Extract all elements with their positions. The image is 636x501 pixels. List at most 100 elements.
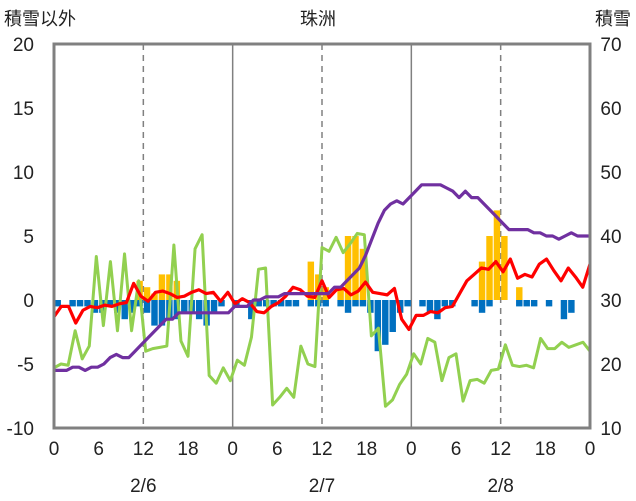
right-axis-label: 積雪 xyxy=(595,9,631,30)
bar xyxy=(143,287,151,300)
bar xyxy=(516,300,523,307)
bar xyxy=(389,300,396,332)
bar xyxy=(493,210,501,300)
bar xyxy=(114,300,121,313)
right-axis-ticks: 10 20 30 40 50 60 70 xyxy=(600,35,621,440)
bar xyxy=(359,300,367,307)
bar xyxy=(106,300,114,307)
gridlines xyxy=(142,44,502,428)
bar xyxy=(478,300,486,313)
left-tick-label: -10 xyxy=(7,419,34,440)
bar xyxy=(486,300,493,307)
bar xyxy=(352,300,359,307)
series-lines xyxy=(52,183,592,408)
bar xyxy=(270,300,277,307)
right-tick-label: 20 xyxy=(600,355,621,376)
bar xyxy=(76,300,84,307)
bar xyxy=(173,300,181,320)
right-tick-label: 50 xyxy=(600,163,621,184)
left-axis-label: 積雪以外 xyxy=(4,9,76,30)
bar xyxy=(195,300,203,320)
bar xyxy=(352,236,359,300)
plot-border xyxy=(52,42,592,430)
bar xyxy=(426,300,434,313)
x-axis-ticks: 0 6 12 18 0 6 12 18 0 6 12 18 0 xyxy=(49,439,596,460)
bar xyxy=(121,300,128,320)
date-label: 2/7 xyxy=(309,476,335,497)
bar xyxy=(143,300,151,313)
left-tick-label: 10 xyxy=(13,163,34,184)
bar xyxy=(441,300,449,307)
bar xyxy=(166,274,173,300)
bar xyxy=(359,248,367,300)
bar xyxy=(478,261,486,300)
x-tick-label: 6 xyxy=(93,439,104,460)
bar xyxy=(337,287,344,300)
bar xyxy=(530,300,538,307)
bar xyxy=(248,300,255,320)
left-axis-ticks: -10 -5 0 5 10 15 20 xyxy=(7,35,34,440)
bar xyxy=(307,300,315,307)
bar xyxy=(151,293,158,300)
bar xyxy=(210,300,218,313)
x-tick-label: 0 xyxy=(585,439,596,460)
right-tick-label: 10 xyxy=(600,419,621,440)
x-tick-label: 0 xyxy=(227,439,238,460)
bar xyxy=(516,287,523,300)
bar xyxy=(337,300,344,307)
bar xyxy=(158,274,166,300)
bar xyxy=(292,300,300,307)
bar xyxy=(54,300,61,307)
bar xyxy=(374,300,382,352)
bar xyxy=(181,300,188,313)
right-tick-label: 30 xyxy=(600,291,621,312)
bar xyxy=(218,300,225,307)
x-tick-label: 12 xyxy=(133,439,154,460)
chart-title: 珠洲 xyxy=(300,9,336,30)
bar xyxy=(449,300,456,307)
bar xyxy=(69,300,76,307)
x-axis-dates: 2/6 2/7 2/8 xyxy=(130,476,514,497)
x-tick-label: 6 xyxy=(272,439,283,460)
x-tick-label: 18 xyxy=(535,439,556,460)
bar xyxy=(560,300,568,320)
left-tick-label: -5 xyxy=(17,355,34,376)
x-tick-label: 18 xyxy=(356,439,377,460)
bar xyxy=(382,300,389,345)
right-tick-label: 70 xyxy=(600,35,621,56)
bar xyxy=(151,300,158,326)
bar xyxy=(255,300,262,307)
humidity-line xyxy=(53,231,592,408)
left-tick-label: 0 xyxy=(23,291,34,312)
x-tick-label: 0 xyxy=(406,439,417,460)
left-tick-label: 20 xyxy=(13,35,34,56)
bar xyxy=(277,300,285,307)
x-tick-label: 0 xyxy=(49,439,60,460)
right-tick-label: 60 xyxy=(600,99,621,120)
date-label: 2/6 xyxy=(130,476,156,497)
bar xyxy=(285,300,292,307)
left-tick-label: 5 xyxy=(23,227,34,248)
right-tick-label: 40 xyxy=(600,227,621,248)
bar xyxy=(419,300,426,307)
x-tick-label: 6 xyxy=(451,439,462,460)
bar xyxy=(523,300,530,307)
bar xyxy=(434,300,441,320)
bar xyxy=(128,300,136,313)
bar xyxy=(471,300,478,307)
bar xyxy=(84,300,91,307)
bar xyxy=(545,300,553,307)
x-tick-label: 12 xyxy=(311,439,332,460)
x-tick-label: 12 xyxy=(490,439,511,460)
bar xyxy=(568,300,575,313)
bar xyxy=(344,236,352,300)
bar xyxy=(344,300,352,313)
bar xyxy=(322,300,329,307)
bar xyxy=(307,261,315,300)
date-label: 2/8 xyxy=(487,476,513,497)
left-tick-label: 15 xyxy=(13,99,34,120)
bar xyxy=(158,300,166,326)
x-tick-label: 18 xyxy=(177,439,198,460)
snow-depth-line xyxy=(54,183,590,372)
